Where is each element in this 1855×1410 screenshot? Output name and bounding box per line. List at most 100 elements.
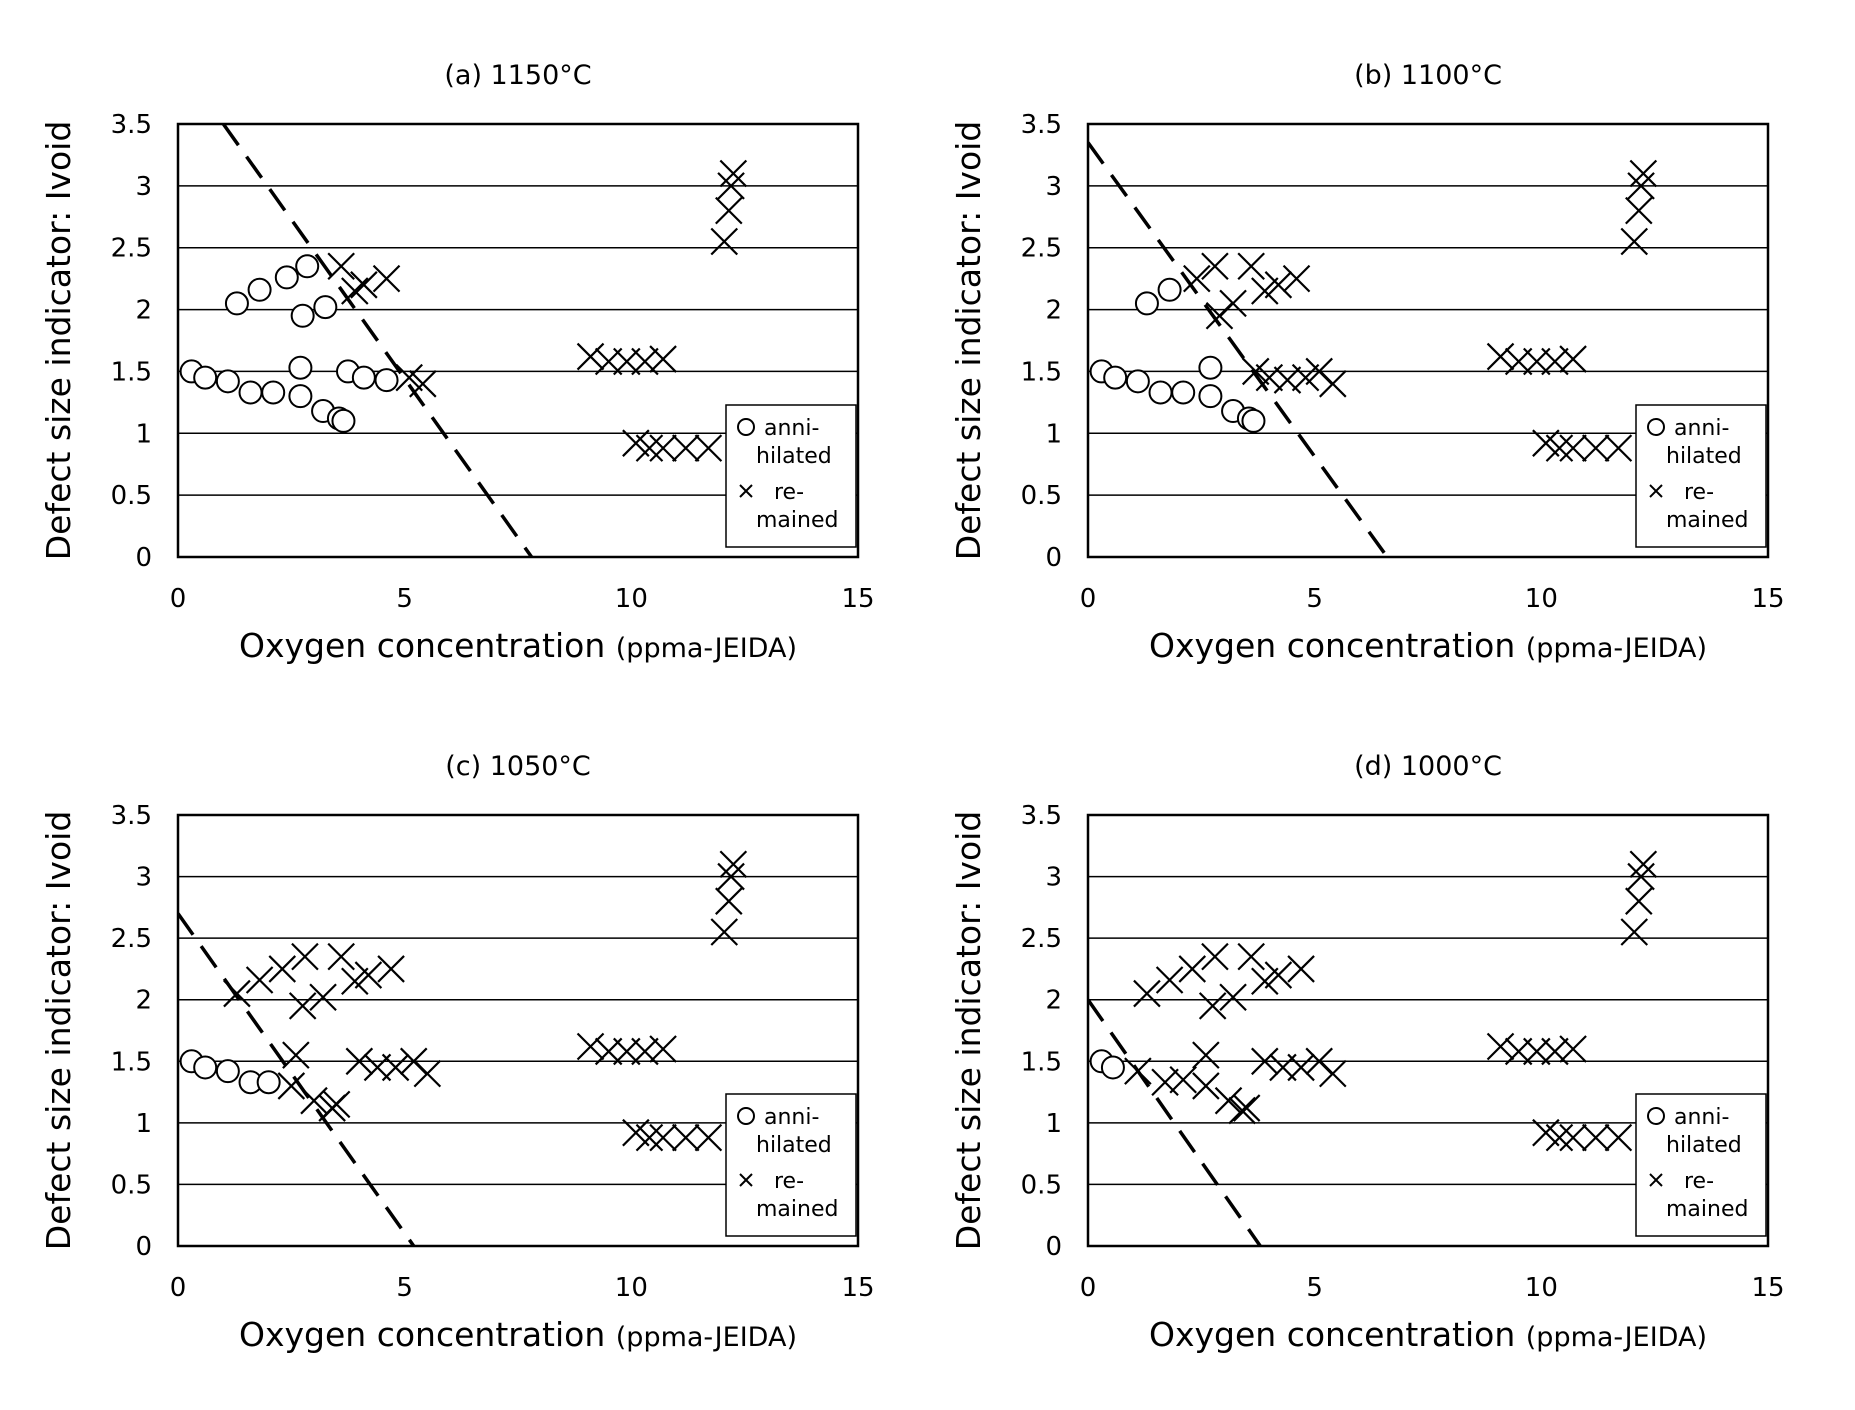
data-point-remained [1238, 944, 1264, 970]
data-point-remained [1256, 365, 1282, 391]
data-point-remained [247, 967, 273, 993]
data-point-remained [310, 984, 336, 1010]
data-point-annihilated [1104, 367, 1126, 389]
x-tick-label: 10 [615, 1273, 648, 1303]
data-point-annihilated [226, 292, 248, 314]
data-point-annihilated [1150, 381, 1172, 403]
x-axis-label-space [605, 626, 616, 665]
legend-annihilated-label-1: anni- [764, 416, 819, 441]
boundary-dashed-line [223, 124, 531, 557]
legend-annihilated-label-2: hilated [756, 444, 832, 469]
data-point-remained [650, 1125, 676, 1151]
chart-panel-0: (a) 1150°C00.511.522.533.5051015Oxygen c… [39, 60, 875, 665]
data-point-remained [1583, 1125, 1609, 1151]
y-tick-label: 1 [135, 1109, 152, 1139]
data-point-annihilated [262, 381, 284, 403]
y-tick-label: 2.5 [111, 924, 152, 954]
y-tick-label: 1.5 [1021, 1047, 1062, 1077]
data-point-remained [650, 435, 676, 461]
data-point-annihilated [292, 305, 314, 327]
x-tick-label: 5 [1306, 1273, 1323, 1303]
y-tick-label: 3.5 [1021, 801, 1062, 831]
data-point-remained [711, 919, 737, 945]
x-axis-label-main: Oxygen concentration [1149, 1315, 1515, 1354]
legend-remained-label-2: mained [756, 508, 838, 533]
x-tick-label: 15 [841, 1273, 874, 1303]
data-point-remained [578, 344, 604, 370]
x-axis-label-main: Oxygen concentration [239, 1315, 605, 1354]
data-point-remained [1238, 253, 1264, 279]
x-axis-label: Oxygen concentration (ppma-JEIDA) [1149, 1315, 1707, 1354]
data-point-remained [1542, 349, 1568, 375]
y-tick-label: 0 [135, 543, 152, 573]
data-point-remained [1200, 993, 1226, 1019]
data-point-remained [1252, 968, 1278, 994]
data-point-remained [673, 1125, 699, 1151]
data-point-remained [414, 1061, 440, 1087]
legend-remained-label-2: mained [1666, 1197, 1748, 1222]
x-tick-label: 10 [1525, 584, 1558, 614]
data-point-remained [351, 272, 377, 298]
data-point-remained [1621, 229, 1647, 255]
data-point-remained [650, 1036, 676, 1062]
x-tick-label: 0 [1080, 584, 1097, 614]
y-tick-label: 3.5 [111, 110, 152, 140]
x-axis-label-unit: (ppma-JEIDA) [1526, 1322, 1707, 1353]
data-point-annihilated [376, 369, 398, 391]
data-point-annihilated [1102, 1056, 1124, 1078]
y-tick-label: 1.5 [111, 357, 152, 387]
legend-remained-label-1: re- [774, 480, 804, 505]
data-point-annihilated [217, 370, 239, 392]
y-axis-label: Defect size indicator: Ivoid [949, 121, 988, 561]
y-tick-label: 0 [1045, 543, 1062, 573]
y-tick-label: 3 [1045, 172, 1062, 202]
legend-remained-label-2: mained [756, 1197, 838, 1222]
data-point-remained [1229, 1098, 1255, 1124]
legend-circle-icon [1648, 1108, 1664, 1124]
data-point-remained [290, 993, 316, 1019]
legend-circle-icon [738, 1108, 754, 1124]
data-point-remained [1220, 984, 1246, 1010]
data-point-annihilated [1127, 370, 1149, 392]
x-tick-label: 15 [1751, 584, 1784, 614]
x-axis-label-space [1515, 1315, 1526, 1354]
y-tick-label: 0 [1045, 1232, 1062, 1262]
data-point-remained [328, 253, 354, 279]
data-point-remained [378, 956, 404, 982]
legend: anni-hilated re-mained [726, 405, 856, 547]
data-point-remained [1284, 266, 1310, 292]
data-point-annihilated [249, 279, 271, 301]
data-point-remained [328, 944, 354, 970]
data-point-remained [1193, 1073, 1219, 1099]
y-tick-label: 3 [135, 863, 152, 893]
data-point-remained [716, 198, 742, 224]
data-point-annihilated [194, 1056, 216, 1078]
data-point-remained [711, 229, 737, 255]
x-axis-label: Oxygen concentration (ppma-JEIDA) [1149, 626, 1707, 665]
data-point-annihilated [240, 381, 262, 403]
data-point-annihilated [296, 255, 318, 277]
x-tick-label: 0 [170, 584, 187, 614]
legend-annihilated-label-1: anni- [1674, 416, 1729, 441]
data-point-remained [355, 962, 381, 988]
y-tick-label: 1 [1045, 419, 1062, 449]
x-tick-label: 10 [615, 584, 648, 614]
data-point-remained [410, 371, 436, 397]
data-point-remained [1560, 1036, 1586, 1062]
data-point-annihilated [1242, 410, 1264, 432]
data-point-remained [342, 278, 368, 304]
data-point-remained [716, 888, 742, 914]
data-point-annihilated [1136, 292, 1158, 314]
y-tick-label: 1.5 [1021, 357, 1062, 387]
chart-title: (c) 1050°C [445, 751, 591, 782]
data-point-remained [650, 346, 676, 372]
legend-remained-label-1: re- [1684, 1169, 1714, 1194]
data-point-remained [1125, 1058, 1151, 1084]
legend-annihilated-label-2: hilated [1666, 444, 1742, 469]
y-tick-label: 1 [135, 419, 152, 449]
data-point-annihilated [353, 367, 375, 389]
data-point-remained [1252, 278, 1278, 304]
data-point-annihilated [1172, 381, 1194, 403]
data-point-annihilated [258, 1071, 280, 1093]
y-tick-label: 0 [135, 1232, 152, 1262]
